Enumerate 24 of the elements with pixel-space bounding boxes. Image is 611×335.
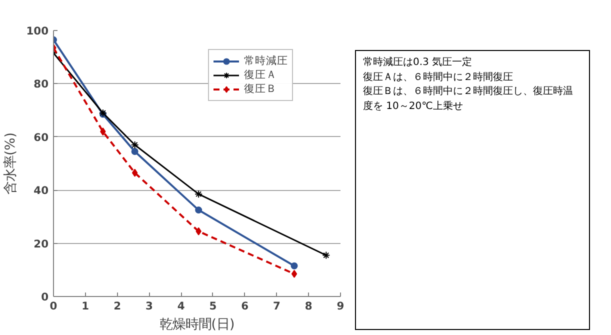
- text: 復圧Ａは、６時間中に２時間復圧: [363, 70, 514, 84]
- legend-label: 復圧Ａ: [244, 68, 277, 82]
- y-tick-label: 100: [26, 24, 49, 38]
- x-tick-label: 4: [177, 300, 185, 312]
- y-tick-label: 20: [34, 237, 49, 250]
- x-tick-label: 0: [50, 300, 58, 312]
- x-tick-label: 1: [82, 300, 90, 312]
- y-axis-title: 含水率(%): [2, 132, 18, 195]
- x-tick-label: 3: [145, 300, 153, 312]
- text: 常時減圧は0.3 気圧一定: [363, 56, 474, 70]
- x-tick-label: 6: [241, 300, 249, 312]
- legend-label: 復圧Ｂ: [244, 82, 277, 96]
- legend-label: 常時減圧: [244, 54, 288, 68]
- x-tick-label: 8: [304, 300, 312, 312]
- x-tick-label: 7: [273, 300, 280, 312]
- x-tick-label: 9: [336, 300, 344, 312]
- x-tick-label: 5: [209, 300, 217, 312]
- y-tick-label: 60: [34, 130, 49, 144]
- y-tick-label: 80: [34, 78, 49, 91]
- x-tick-label: 2: [114, 300, 121, 312]
- x-axis-title: 乾燥時間(日): [159, 318, 235, 332]
- text: 復圧Ｂは、６時間中に２時間復圧し、復圧時温度を 10～20℃上乗せ: [363, 85, 574, 114]
- y-tick-label: 40: [34, 184, 49, 198]
- y-tick-label: 0: [41, 290, 49, 304]
